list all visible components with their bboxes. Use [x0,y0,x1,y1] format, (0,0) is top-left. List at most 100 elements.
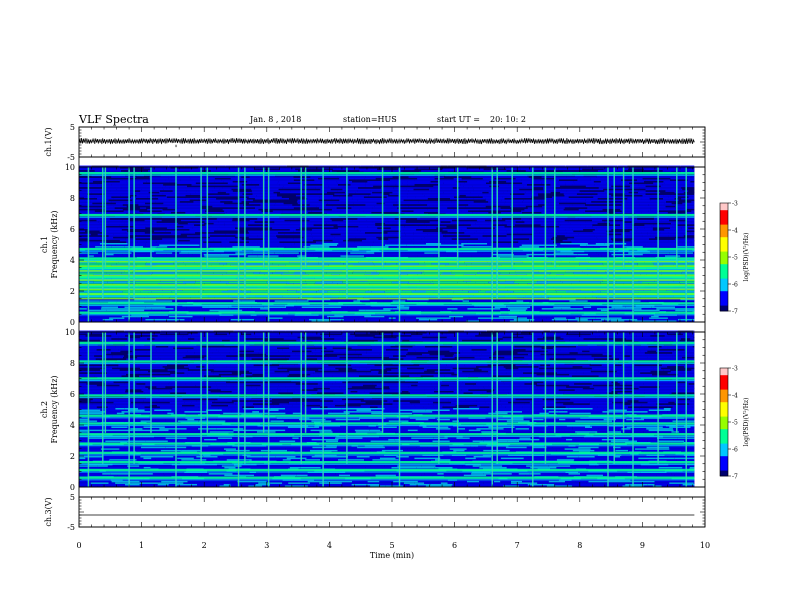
spectrogram-noise [384,291,412,293]
spectrogram-noise [193,181,215,183]
spectrogram-noise [453,208,466,211]
spectrogram-noise [186,466,201,469]
spectrogram-noise [236,448,259,450]
spectrogram-noise [427,317,451,319]
spectrogram-noise [637,227,645,229]
spectrogram-noise [449,315,464,318]
spectrogram-noise [178,438,205,441]
spectrogram-noise [370,440,396,442]
spectrogram-noise [163,473,191,475]
spectrogram-noise [307,193,325,195]
spectrogram-noise [542,457,566,460]
spectrogram-noise [235,165,263,167]
spectrogram-noise [133,190,141,192]
spectrogram-noise [275,456,296,458]
spectrogram-noise [263,306,287,308]
spectrogram-noise [407,181,431,183]
spectrogram-noise [160,449,182,452]
spectrogram-noise [463,273,476,276]
spectrogram-noise [492,253,514,256]
spectrogram-noise [269,208,284,211]
spectrogram-noise [463,224,471,226]
spectrogram-noise [625,253,643,256]
spectrogram-noise [228,306,252,308]
spectrogram-noise [347,212,359,214]
spectrogram-noise [593,246,607,248]
spectrogram-noise [158,482,177,484]
spectrogram-noise [487,485,503,487]
spectrogram-noise [486,182,507,184]
spectrogram-noise [593,232,616,234]
spectrogram-noise [424,473,438,475]
spectrogram-noise [369,239,387,242]
spectrogram-noise [585,204,613,206]
spectrogram-noise [447,255,472,257]
spectrogram-noise [178,222,188,225]
spectrogram-noise [461,229,481,231]
spectrogram-noise [114,233,128,236]
spectrogram-noise [648,210,658,212]
spectrogram-noise [645,298,662,301]
spectrogram-noise [553,241,572,243]
spectrogram-noise [500,207,528,209]
spectrogram-noise [551,199,561,202]
spectrogram-noise [474,318,494,321]
spectrogram-noise [586,474,603,477]
spectrogram-noise [485,198,505,200]
colorbar-segment [720,303,728,306]
spectrogram-noise [400,273,408,276]
spectrogram-noise [282,459,291,461]
spectrogram-noise [159,244,177,246]
spectrogram-noise [376,473,402,475]
spectrogram-noise [662,184,674,186]
spectrogram-tone-line-edge [79,314,695,316]
spectrogram-noise [192,315,201,318]
spectrogram-noise [624,221,632,223]
spectrogram-noise [377,227,391,229]
spectrogram-noise [595,315,611,318]
spectrogram-noise [79,193,88,195]
spectrogram-noise [171,221,192,223]
colorbar-segment [720,221,728,224]
spectrogram-noise [674,191,684,194]
spectrogram-noise [357,446,385,449]
spectrogram-noise [473,198,486,200]
colorbar-segment [720,230,728,233]
spectrogram-noise [448,263,465,265]
spectrogram-noise [527,483,555,486]
spectrogram-noise [514,224,531,226]
spectrogram-noise [150,246,158,248]
spectrogram-noise [392,446,417,449]
spectrogram-noise [79,235,93,237]
spectrogram-noise [357,190,371,192]
spectrogram-noise [348,238,367,240]
spectrogram-noise [179,320,189,322]
spectrogram-noise [345,457,368,460]
spectrogram-sferic-core [457,167,458,268]
spectrogram-noise [395,184,408,186]
spectrogram-noise [637,264,654,267]
spectrogram-noise [603,474,620,477]
spectrogram-noise [390,168,398,171]
spectrogram-noise [145,225,170,228]
spectrogram-noise [461,243,488,245]
spectrogram-noise [174,194,186,197]
spectrogram-noise [282,177,296,180]
spectrogram-noise [106,212,131,214]
spectrogram-noise [79,309,89,312]
spectrogram-noise [202,306,229,308]
spectrogram-noise [491,207,501,209]
spectrogram-noise [170,167,198,169]
spectrogram-noise [493,318,514,321]
spectrogram-noise [662,264,674,267]
spectrogram-sferic-core [532,167,534,322]
spectrogram-noise [237,239,259,242]
spectrogram-noise [314,179,342,181]
spectrogram-noise [427,446,449,449]
spectrogram-sferic-core [346,167,348,299]
spectrogram-noise [347,448,365,450]
spectrogram-noise [307,474,325,477]
spectrogram-noise [688,255,695,257]
spectrogram-noise [691,317,695,319]
spectrogram-noise [340,320,367,322]
